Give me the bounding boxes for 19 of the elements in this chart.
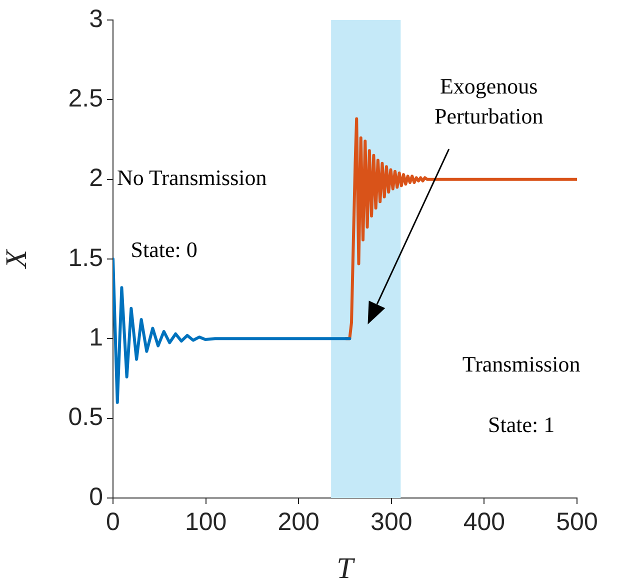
annotation: State: 1 (488, 412, 555, 438)
y-axis-title: X (0, 248, 33, 270)
annotation: No Transmission (116, 165, 267, 190)
x-tick-label: 100 (184, 508, 227, 536)
x-axis-title: T (336, 552, 356, 585)
x-tick-label: 400 (463, 508, 506, 536)
y-tick-label: 1.5 (68, 244, 103, 272)
y-tick-label: 0.5 (68, 403, 103, 432)
y-tick-label: 0 (89, 482, 103, 511)
y-tick-label: 1 (89, 324, 103, 352)
x-tick-label: 300 (370, 508, 412, 536)
annotation: Exogenous Perturbation (434, 74, 544, 129)
annotation: Transmission (462, 352, 580, 377)
annotation: State: 0 (130, 236, 198, 262)
y-tick-label: 3 (89, 4, 103, 33)
x-tick-label: 500 (556, 508, 598, 536)
y-tick-label: 2.5 (68, 84, 103, 113)
y-tick-label: 2 (89, 164, 103, 192)
x-tick-label: 200 (278, 508, 320, 536)
